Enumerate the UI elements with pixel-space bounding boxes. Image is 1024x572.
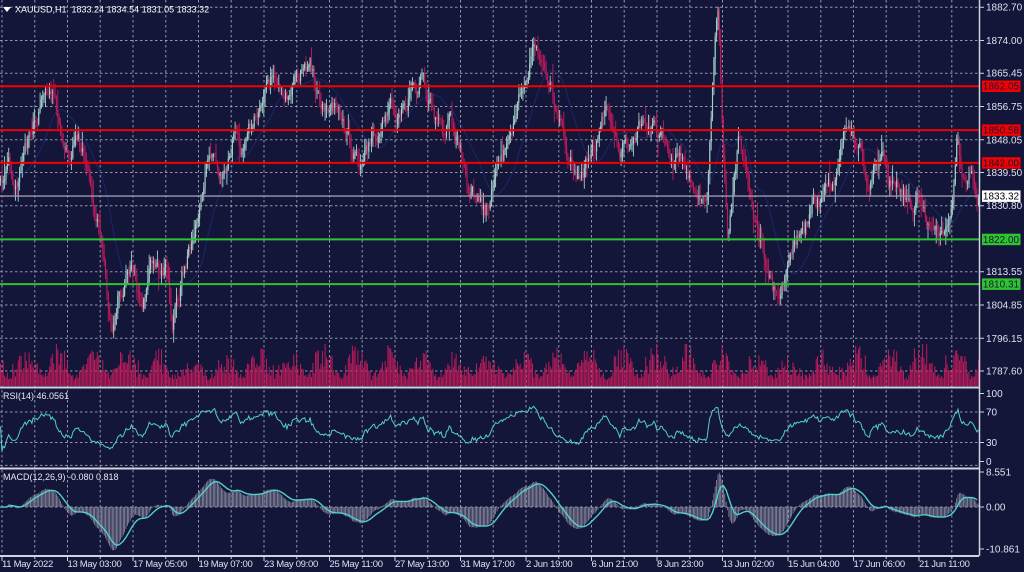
svg-text:0.00: 0.00 <box>986 503 1006 514</box>
svg-text:1882.70: 1882.70 <box>986 3 1023 14</box>
svg-text:-10.861: -10.861 <box>986 545 1020 556</box>
svg-text:MACD(12,26,9) -0.080 0.818: MACD(12,26,9) -0.080 0.818 <box>3 472 119 482</box>
svg-text:0: 0 <box>986 457 992 468</box>
svg-text:6 Jun 21:00: 6 Jun 21:00 <box>592 559 638 570</box>
svg-text:25 May 11:00: 25 May 11:00 <box>330 559 383 570</box>
svg-text:1813.55: 1813.55 <box>986 267 1023 278</box>
svg-text:1848.05: 1848.05 <box>986 135 1023 146</box>
svg-text:1856.75: 1856.75 <box>986 102 1023 113</box>
svg-text:1787.60: 1787.60 <box>986 367 1023 378</box>
svg-text:100: 100 <box>986 389 1003 400</box>
svg-text:11 May 2022: 11 May 2022 <box>2 559 53 570</box>
svg-text:1850.58: 1850.58 <box>983 126 1020 137</box>
svg-text:1874.00: 1874.00 <box>986 36 1023 47</box>
svg-text:1822.00: 1822.00 <box>983 235 1020 246</box>
svg-text:17 May 05:00: 17 May 05:00 <box>133 559 187 570</box>
svg-text:1865.45: 1865.45 <box>986 69 1023 80</box>
svg-text:13 May 03:00: 13 May 03:00 <box>68 559 122 570</box>
svg-text:1810.31: 1810.31 <box>983 280 1020 291</box>
svg-text:2 Jun 19:00: 2 Jun 19:00 <box>526 559 572 570</box>
svg-text:19 May 07:00: 19 May 07:00 <box>199 559 253 570</box>
svg-text:1842.00: 1842.00 <box>983 158 1020 169</box>
svg-text:RSI(14) 46.0561: RSI(14) 46.0561 <box>3 391 69 401</box>
svg-text:1833.32: 1833.32 <box>983 192 1020 203</box>
svg-text:17 Jun 06:00: 17 Jun 06:00 <box>854 559 905 570</box>
svg-text:13 Jun 02:00: 13 Jun 02:00 <box>723 559 774 570</box>
svg-text:70: 70 <box>986 408 998 419</box>
svg-text:1862.05: 1862.05 <box>983 82 1020 93</box>
svg-text:1830.80: 1830.80 <box>986 201 1023 212</box>
svg-text:15 Jun 04:00: 15 Jun 04:00 <box>788 559 839 570</box>
svg-text:27 May 13:00: 27 May 13:00 <box>395 559 449 570</box>
svg-text:30: 30 <box>986 438 998 449</box>
svg-text:23 May 09:00: 23 May 09:00 <box>264 559 318 570</box>
svg-text:1839.50: 1839.50 <box>986 168 1023 179</box>
svg-text:XAUUSD,H1 1833.24 1834.54 183: XAUUSD,H1 1833.24 1834.54 1831.05 1833.3… <box>15 5 209 15</box>
svg-text:8 Jun 23:00: 8 Jun 23:00 <box>657 559 703 570</box>
svg-text:1804.85: 1804.85 <box>986 301 1023 312</box>
svg-text:1796.15: 1796.15 <box>986 334 1023 345</box>
svg-text:8.551: 8.551 <box>986 468 1011 479</box>
svg-text:21 Jun 11:00: 21 Jun 11:00 <box>919 559 970 570</box>
svg-text:31 May 17:00: 31 May 17:00 <box>461 559 515 570</box>
